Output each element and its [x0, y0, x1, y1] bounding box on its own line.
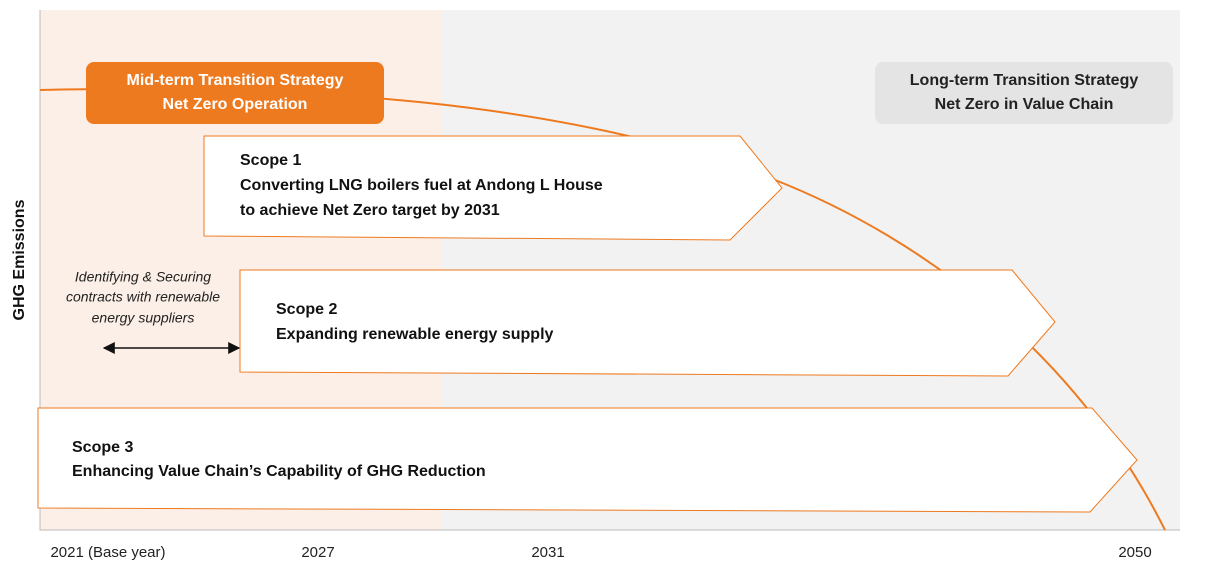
x-label: 2031 — [531, 544, 564, 561]
x-label: 2027 — [301, 544, 334, 561]
scope-arrow — [37, 407, 1138, 513]
scope-line: Expanding renewable energy supply — [276, 326, 554, 343]
scope-arrow — [239, 269, 1056, 377]
phase-subtitle: Net Zero Operation — [163, 96, 308, 113]
note-line: energy suppliers — [92, 310, 195, 326]
y-axis-label: GHG Emissions — [11, 199, 28, 320]
phase-title: Long-term Transition Strategy — [910, 72, 1139, 89]
scope-line: Enhancing Value Chain’s Capability of GH… — [72, 463, 486, 480]
long-term-box — [875, 62, 1173, 124]
scope-line: Converting LNG boilers fuel at Andong L … — [240, 177, 603, 194]
phase-subtitle: Net Zero in Value Chain — [935, 96, 1114, 113]
phase-title: Mid-term Transition Strategy — [127, 72, 344, 89]
scope-arrow — [203, 135, 783, 241]
scope-name: Scope 1 — [240, 152, 301, 169]
x-label: 2021 (Base year) — [50, 544, 165, 561]
mid-term-box — [86, 62, 384, 124]
scope-name: Scope 2 — [276, 301, 337, 318]
scope-line: to achieve Net Zero target by 2031 — [240, 202, 500, 219]
note-line: contracts with renewable — [66, 289, 220, 305]
axes — [39, 10, 1180, 531]
x-label: 2050 — [1118, 544, 1151, 561]
note-line: Identifying & Securing — [75, 269, 211, 285]
scope-name: Scope 3 — [72, 439, 133, 456]
